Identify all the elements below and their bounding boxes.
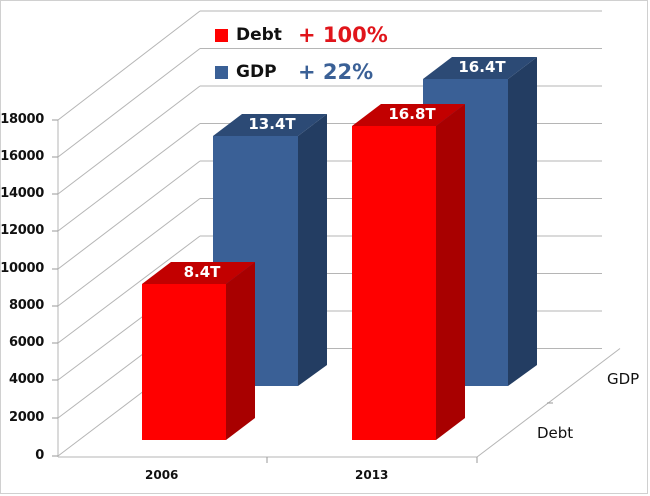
legend-item-gdp: GDP + 22%: [215, 60, 373, 84]
y-tick-label: 6000: [9, 335, 44, 350]
y-tick-label: 12000: [0, 223, 44, 238]
bar-label-debt-2013: 16.8T: [388, 105, 436, 123]
legend-item-debt: Debt + 100%: [215, 23, 388, 47]
y-tick-label: 10000: [0, 261, 44, 276]
legend-label: GDP: [236, 62, 277, 82]
bar-debt-2013: [352, 104, 465, 440]
y-tick-label: 14000: [0, 186, 44, 201]
x-tick-label: 2013: [355, 468, 389, 482]
y-tick-label: 16000: [0, 149, 44, 164]
gdp-swatch-icon: [215, 65, 228, 79]
y-tick-label: 2000: [9, 410, 44, 425]
x-tick-label: 2006: [145, 468, 179, 482]
bar-gdp-2006: [213, 114, 327, 386]
bar-label-gdp-2006: 13.4T: [248, 115, 296, 133]
legend-change: + 100%: [298, 23, 388, 47]
legend-change: + 22%: [298, 60, 374, 84]
bar-label-debt-2006: 8.4T: [183, 263, 221, 281]
y-tick-label: 0: [35, 448, 44, 463]
y-tick-label: 8000: [9, 298, 44, 313]
y-tick-label: 4000: [9, 372, 44, 387]
debt-swatch-icon: [215, 28, 228, 42]
y-tick-label: 18000: [0, 112, 44, 127]
depth-label-gdp: GDP: [607, 370, 640, 388]
bar-label-gdp-2013: 16.4T: [458, 58, 506, 76]
depth-label-debt: Debt: [537, 424, 574, 442]
legend-label: Debt: [236, 25, 282, 45]
bar-debt-2006: [142, 262, 255, 440]
